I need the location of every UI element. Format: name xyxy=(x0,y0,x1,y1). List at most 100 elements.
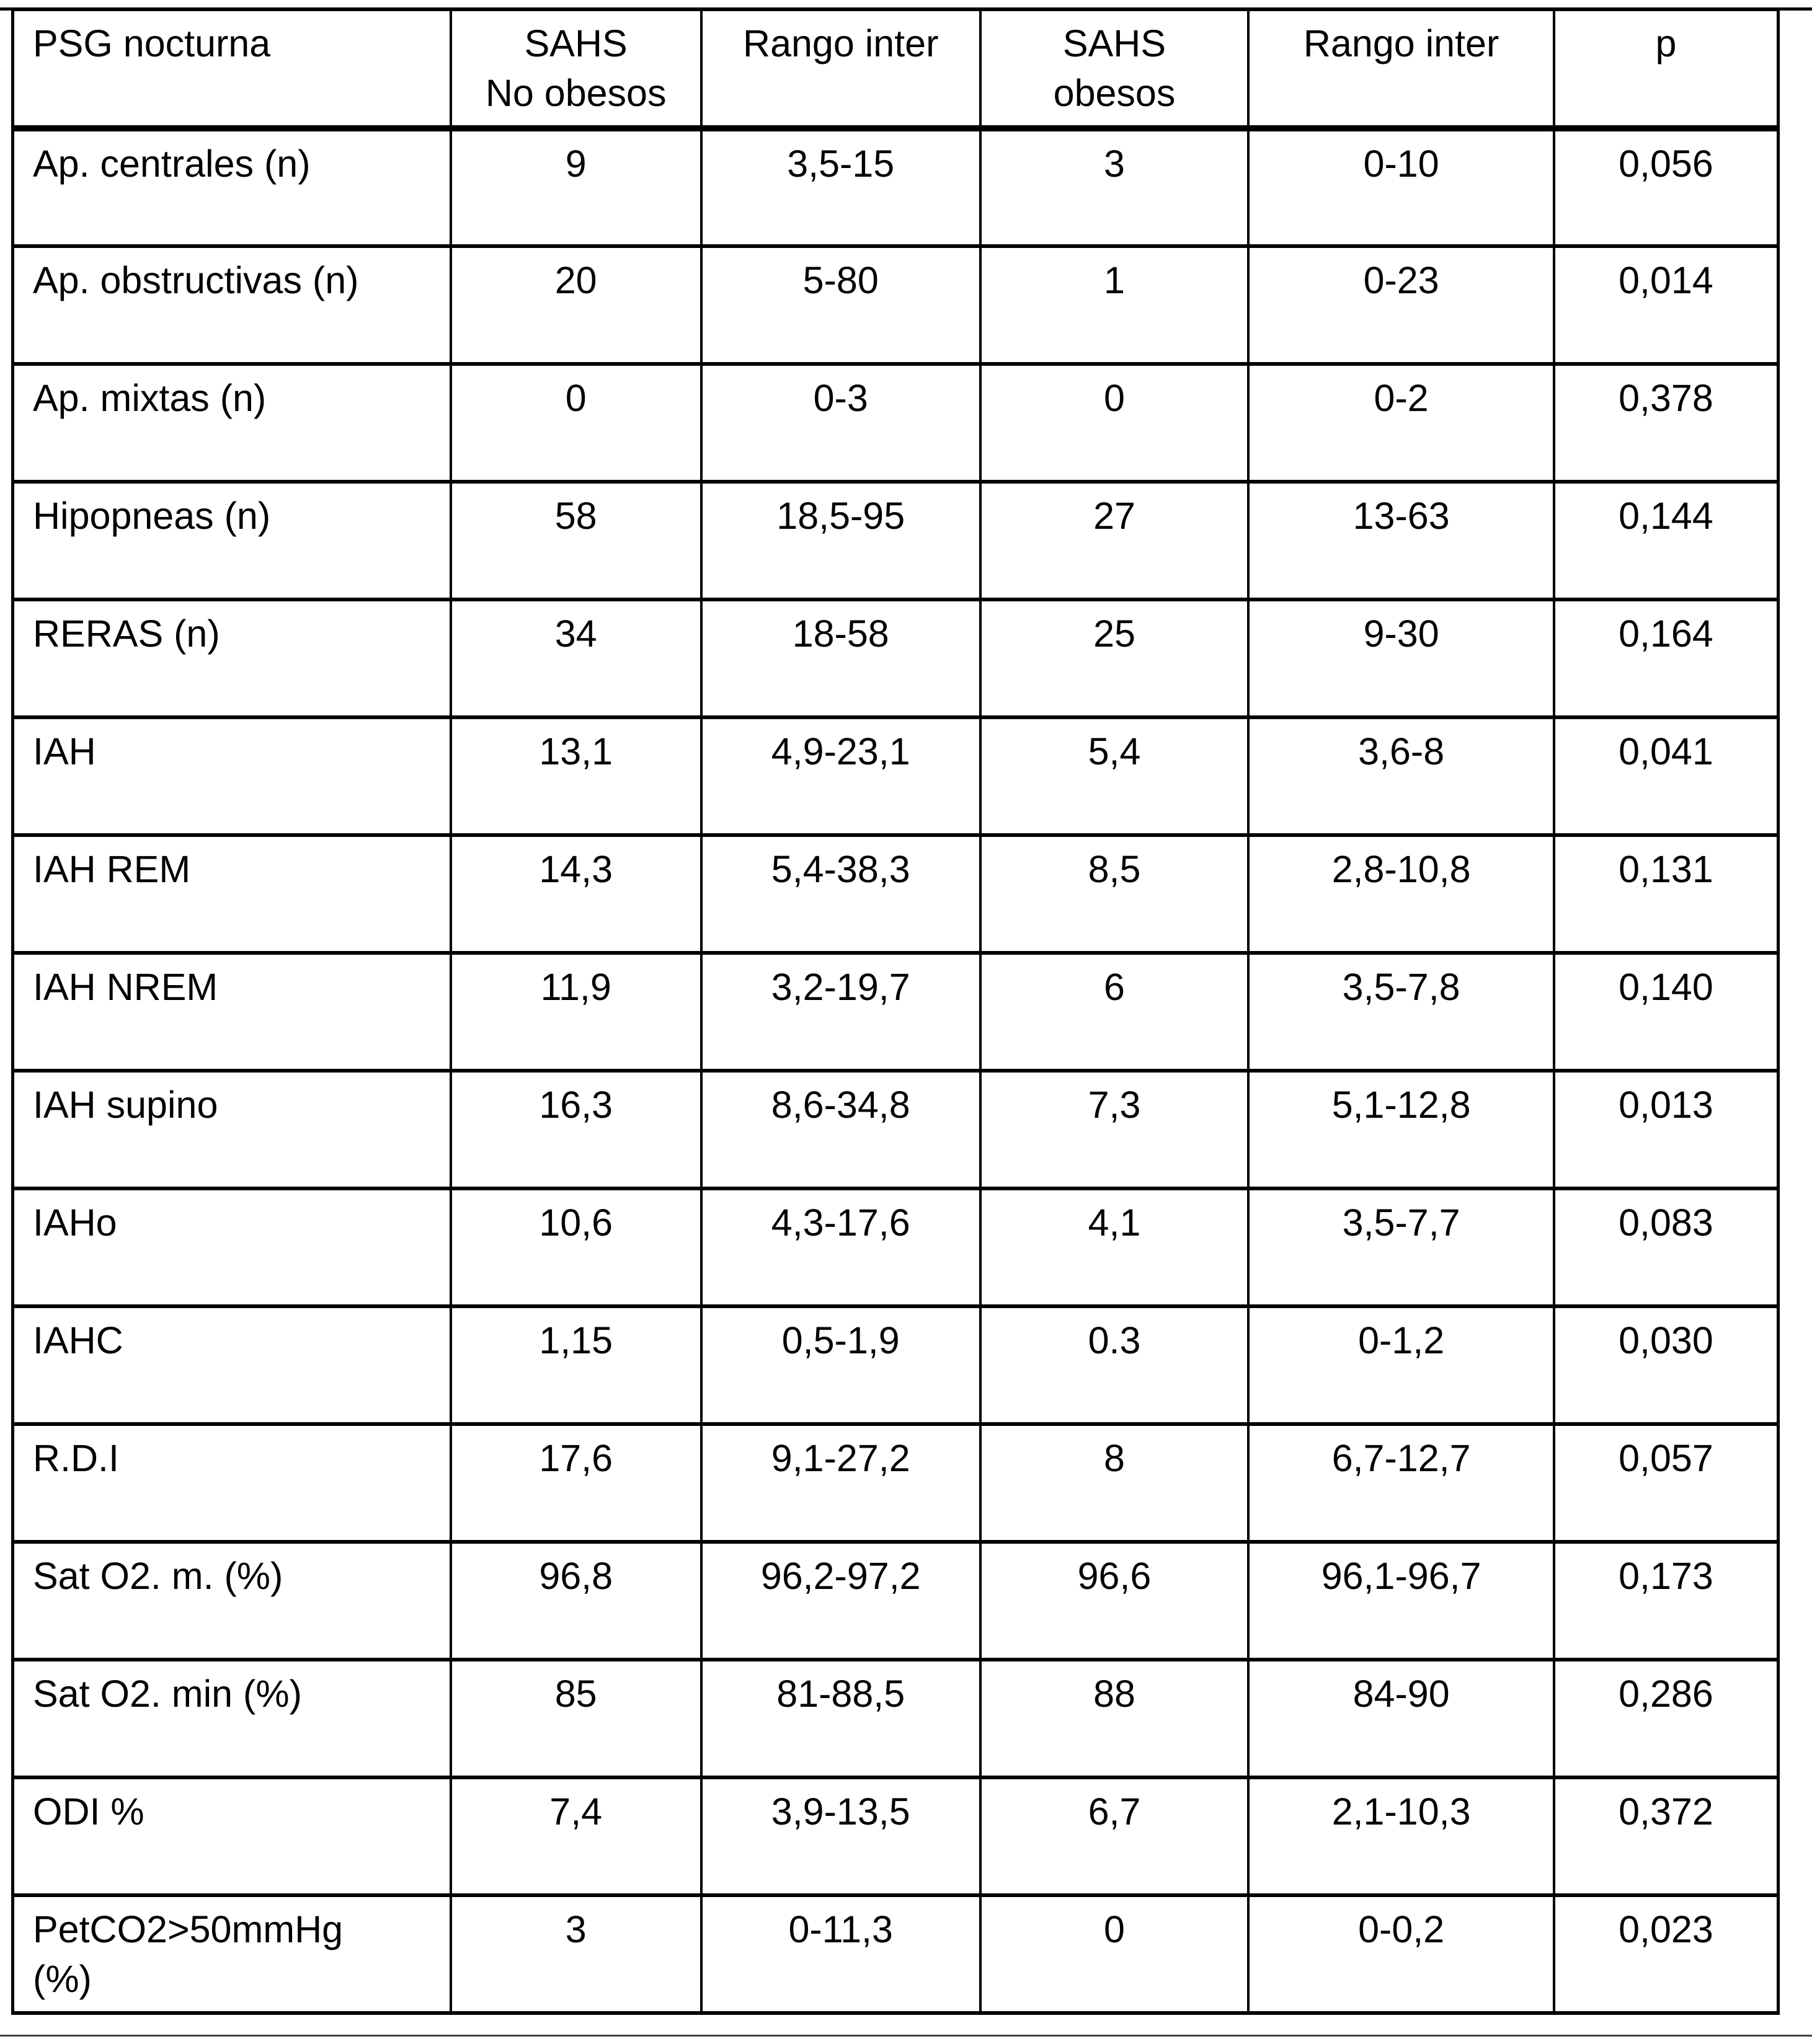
cell-value: 88 xyxy=(979,1658,1250,1779)
cell-value: 16,3 xyxy=(449,1069,703,1190)
row-label: Ap. obstructivas (n) xyxy=(11,244,452,366)
row-label: Hipopneas (n) xyxy=(11,480,452,601)
cell-value: 1 xyxy=(979,244,1250,366)
cell-value: 0,378 xyxy=(1552,362,1780,484)
cell-value: 2,8-10,8 xyxy=(1247,833,1555,955)
table-row: IAH NREM 11,9 3,2-19,7 6 3,5-7,8 0,140 xyxy=(11,951,1780,1073)
cell-value: 11,9 xyxy=(449,951,703,1073)
cell-value: 13,1 xyxy=(449,715,703,837)
cell-value: 0-0,2 xyxy=(1247,1893,1555,2015)
row-label: Sat O2. m. (%) xyxy=(11,1540,452,1661)
table-row: IAH 13,1 4,9-23,1 5,4 3,6-8 0,041 xyxy=(11,715,1780,837)
cell-value: 96,8 xyxy=(449,1540,703,1661)
cell-value: 8,5 xyxy=(979,833,1250,955)
table-row: ODI % 7,4 3,9-13,5 6,7 2,1-10,3 0,372 xyxy=(11,1776,1780,1897)
cell-value: 3 xyxy=(979,126,1250,248)
row-label: IAH NREM xyxy=(11,951,452,1073)
row-label: IAH xyxy=(11,715,452,837)
table-row: Sat O2. min (%) 85 81-88,5 88 84-90 0,28… xyxy=(11,1658,1780,1779)
cell-value: 0,057 xyxy=(1552,1422,1780,1544)
cell-value: 0 xyxy=(979,362,1250,484)
cell-value: 9,1-27,2 xyxy=(699,1422,982,1544)
bottom-rule xyxy=(0,2035,1812,2037)
cell-value: 58 xyxy=(449,480,703,601)
table-row: RERAS (n) 34 18-58 25 9-30 0,164 xyxy=(11,598,1780,719)
cell-value: 3,6-8 xyxy=(1247,715,1555,837)
row-label: RERAS (n) xyxy=(11,598,452,719)
cell-value: 6,7 xyxy=(979,1776,1250,1897)
cell-value: 0 xyxy=(449,362,703,484)
table-row: Sat O2. m. (%) 96,8 96,2-97,2 96,6 96,1-… xyxy=(11,1540,1780,1661)
cell-value: 13-63 xyxy=(1247,480,1555,601)
cell-value: 0,173 xyxy=(1552,1540,1780,1661)
cell-value: 0,164 xyxy=(1552,598,1780,719)
cell-value: 96,6 xyxy=(979,1540,1250,1661)
cell-value: 0-3 xyxy=(699,362,982,484)
cell-value: 6,7-12,7 xyxy=(1247,1422,1555,1544)
cell-value: 27 xyxy=(979,480,1250,601)
cell-value: 1,15 xyxy=(449,1304,703,1426)
cell-value: 0,023 xyxy=(1552,1893,1780,2015)
cell-value: 0,013 xyxy=(1552,1069,1780,1190)
table-row: R.D.I 17,6 9,1-27,2 8 6,7-12,7 0,057 xyxy=(11,1422,1780,1544)
cell-value: 25 xyxy=(979,598,1250,719)
table-row: IAHo 10,6 4,3-17,6 4,1 3,5-7,7 0,083 xyxy=(11,1187,1780,1308)
cell-value: 17,6 xyxy=(449,1422,703,1544)
row-label: IAH supino xyxy=(11,1069,452,1190)
cell-value: 7,4 xyxy=(449,1776,703,1897)
cell-value: 5,4-38,3 xyxy=(699,833,982,955)
table-row: Ap. centrales (n) 9 3,5-15 3 0-10 0,056 xyxy=(11,126,1780,248)
cell-value: 0,083 xyxy=(1552,1187,1780,1308)
table-row: Ap. obstructivas (n) 20 5-80 1 0-23 0,01… xyxy=(11,244,1780,366)
cell-value: 84-90 xyxy=(1247,1658,1555,1779)
psg-results-table: PSG nocturna SAHS No obesos Rango inter … xyxy=(11,7,1780,2015)
header-sahs-no-obesos: SAHS No obesos xyxy=(449,7,703,131)
table-header: PSG nocturna SAHS No obesos Rango inter … xyxy=(11,7,1780,131)
cell-value: 18,5-95 xyxy=(699,480,982,601)
row-label: Sat O2. min (%) xyxy=(11,1658,452,1779)
cell-value: 0,014 xyxy=(1552,244,1780,366)
row-label: ODI % xyxy=(11,1776,452,1897)
cell-value: 3,5-7,7 xyxy=(1247,1187,1555,1308)
cell-value: 96,1-96,7 xyxy=(1247,1540,1555,1661)
cell-value: 5,4 xyxy=(979,715,1250,837)
row-label: IAH REM xyxy=(11,833,452,955)
table-row: IAHC 1,15 0,5-1,9 0.3 0-1,2 0,030 xyxy=(11,1304,1780,1426)
cell-value: 9 xyxy=(449,126,703,248)
row-label: PetCO2>50mmHg (%) xyxy=(11,1893,452,2015)
table-row: Hipopneas (n) 58 18,5-95 27 13-63 0,144 xyxy=(11,480,1780,601)
cell-value: 0,140 xyxy=(1552,951,1780,1073)
cell-value: 0,144 xyxy=(1552,480,1780,601)
cell-value: 18-58 xyxy=(699,598,982,719)
cell-value: 4,1 xyxy=(979,1187,1250,1308)
cell-value: 8 xyxy=(979,1422,1250,1544)
cell-value: 0-2 xyxy=(1247,362,1555,484)
cell-value: 6 xyxy=(979,951,1250,1073)
cell-value: 81-88,5 xyxy=(699,1658,982,1779)
header-p-value: p xyxy=(1552,7,1780,131)
cell-value: 0-1,2 xyxy=(1247,1304,1555,1426)
cell-value: 0,5-1,9 xyxy=(699,1304,982,1426)
header-psg-nocturna: PSG nocturna xyxy=(11,7,452,131)
cell-value: 4,9-23,1 xyxy=(699,715,982,837)
header-sahs-obesos: SAHS obesos xyxy=(979,7,1250,131)
table-row: IAH supino 16,3 8,6-34,8 7,3 5,1-12,8 0,… xyxy=(11,1069,1780,1190)
cell-value: 85 xyxy=(449,1658,703,1779)
cell-value: 5-80 xyxy=(699,244,982,366)
cell-value: 5,1-12,8 xyxy=(1247,1069,1555,1190)
table-row: IAH REM 14,3 5,4-38,3 8,5 2,8-10,8 0,131 xyxy=(11,833,1780,955)
row-label: Ap. mixtas (n) xyxy=(11,362,452,484)
table-row: Ap. mixtas (n) 0 0-3 0 0-2 0,378 xyxy=(11,362,1780,484)
row-label: IAHo xyxy=(11,1187,452,1308)
header-rango-inter-2: Rango inter xyxy=(1247,7,1555,131)
cell-value: 4,3-17,6 xyxy=(699,1187,982,1308)
cell-value: 3,5-15 xyxy=(699,126,982,248)
cell-value: 3,2-19,7 xyxy=(699,951,982,1073)
cell-value: 8,6-34,8 xyxy=(699,1069,982,1190)
cell-value: 0-23 xyxy=(1247,244,1555,366)
cell-value: 14,3 xyxy=(449,833,703,955)
cell-value: 0,041 xyxy=(1552,715,1780,837)
cell-value: 9-30 xyxy=(1247,598,1555,719)
cell-value: 2,1-10,3 xyxy=(1247,1776,1555,1897)
cell-value: 7,3 xyxy=(979,1069,1250,1190)
